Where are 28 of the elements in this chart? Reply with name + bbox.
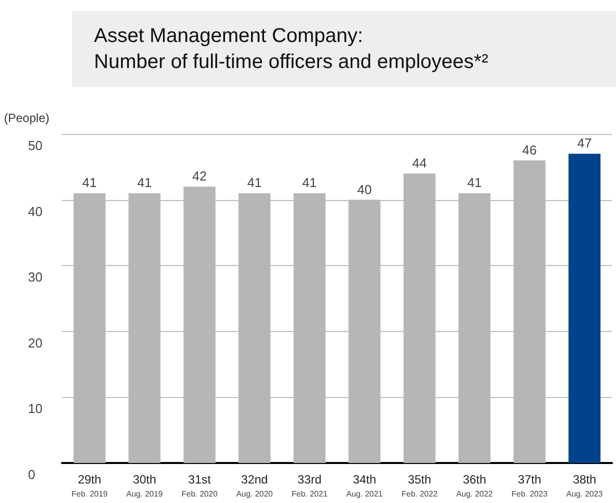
data-label: 41 [467,175,482,190]
data-label: 47 [577,136,592,151]
x-tick-label: 34th Aug. 2021 [346,472,384,498]
data-label: 42 [192,168,207,184]
x-tick-label: 37th Feb. 2023 [511,472,548,498]
y-tick-label: 20 [28,335,42,350]
x-tick-label: 35th Feb. 2022 [401,472,438,498]
x-tick-label: 29th Feb. 2019 [71,472,108,498]
y-tick-label: 0 [28,467,36,482]
x-tick-label: 32nd Aug. 2020 [236,472,274,498]
y-axis-title: (People) [4,111,50,125]
y-tick-label: 30 [28,270,42,285]
data-label: 41 [137,175,152,190]
chart-title: Asset Management Company: Number of full-time officers and employees*² [94,25,489,73]
data-label: 46 [522,142,537,158]
x-tick-label: 31st Feb. 2020 [181,472,218,498]
data-label: 41 [247,175,262,190]
y-tick-label: 50 [28,138,42,153]
data-label: 44 [412,155,427,170]
x-tick-label: 33rd Feb. 2021 [291,472,328,498]
x-tick-label: 36th Aug. 2022 [456,472,494,498]
x-tick-label: 30th Aug. 2019 [126,472,164,498]
data-label: 41 [302,175,317,190]
data-label: 41 [82,175,97,190]
x-tick-label: 38th Aug. 2023 [566,472,604,498]
y-tick-label: 10 [28,401,42,416]
y-tick-label: 40 [28,204,42,219]
data-label: 40 [357,182,372,197]
